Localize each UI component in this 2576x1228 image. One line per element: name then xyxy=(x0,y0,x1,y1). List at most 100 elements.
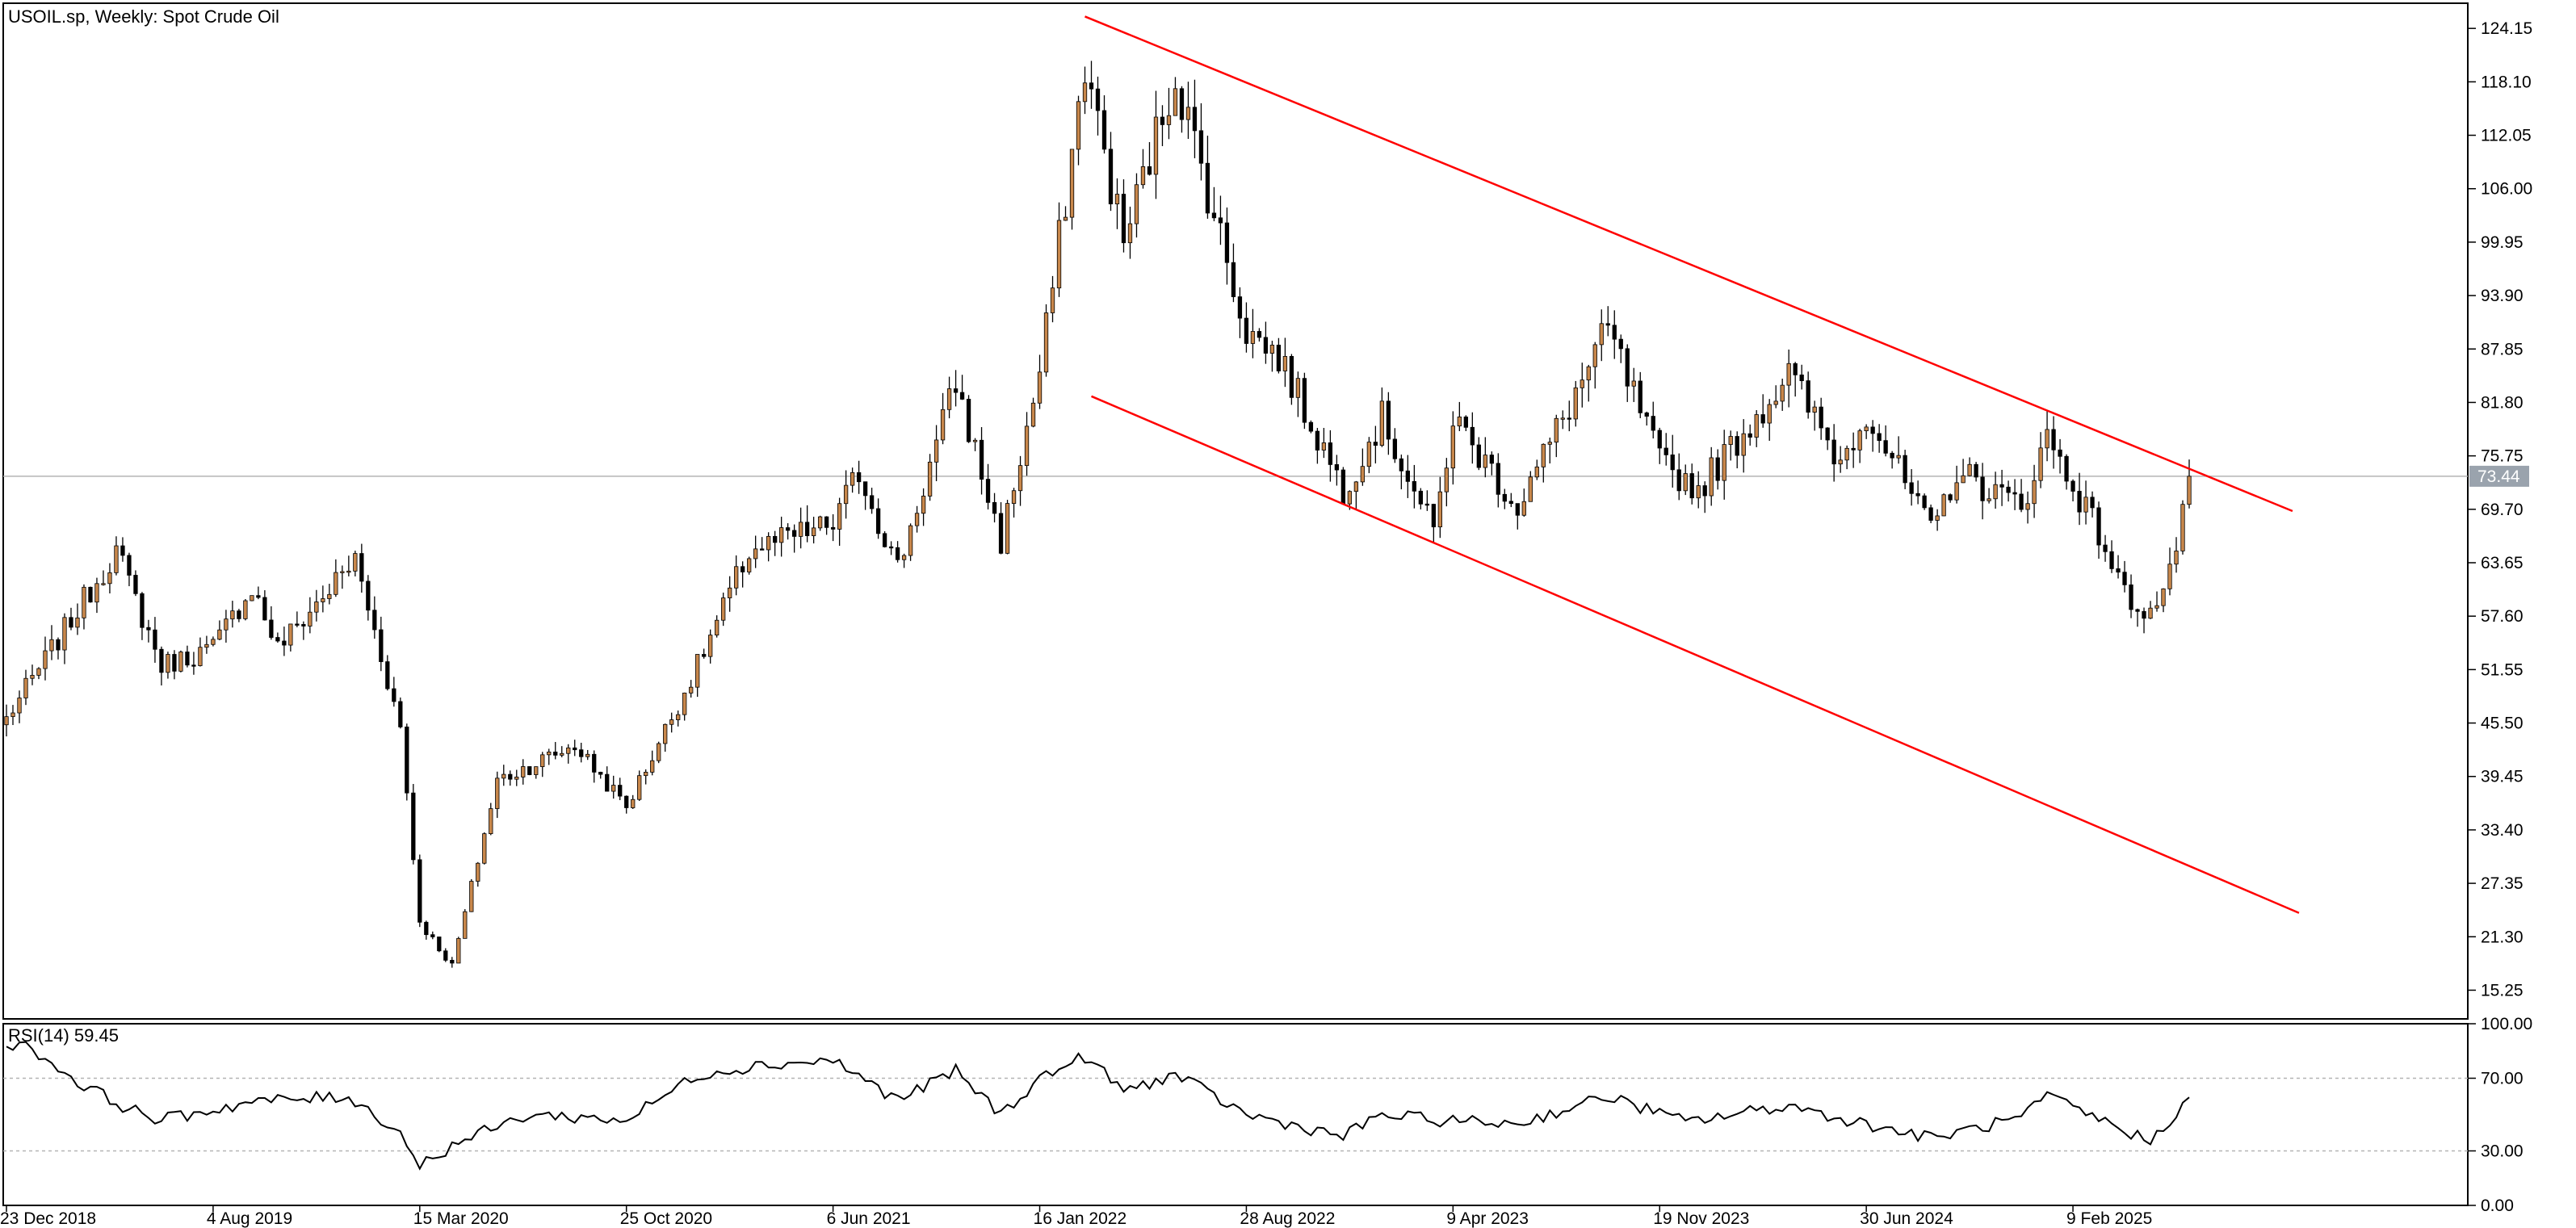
candle-bullish xyxy=(178,652,183,672)
candle-bearish xyxy=(1334,464,1340,471)
lower-channel-line xyxy=(1091,395,2300,914)
chart-title: USOIL.sp, Weekly: Spot Crude Oil xyxy=(8,6,279,27)
candle-bullish xyxy=(708,635,713,657)
candle-bearish xyxy=(1974,463,1978,478)
candle-bullish xyxy=(1069,149,1075,218)
candle-bearish xyxy=(1160,116,1165,125)
candle-bearish xyxy=(824,516,829,528)
candle-bullish xyxy=(1838,459,1843,465)
candle-bullish xyxy=(631,798,636,808)
candle-bullish xyxy=(1483,455,1487,468)
candle-bearish xyxy=(411,792,416,861)
channel-trendlines xyxy=(1085,15,2300,914)
candle-bearish xyxy=(133,575,138,594)
candle-bearish xyxy=(256,595,261,598)
rsi-tick-label: 30.00 xyxy=(2481,1142,2524,1161)
candle-bullish xyxy=(1347,491,1353,505)
price-tick-label: 99.95 xyxy=(2481,233,2524,252)
candle-bearish xyxy=(830,526,836,530)
candle-bullish xyxy=(62,617,67,651)
candle-bullish xyxy=(1050,287,1055,313)
candle-bullish xyxy=(30,675,35,679)
price-tick-label: 57.60 xyxy=(2481,607,2524,626)
rsi-line xyxy=(6,1041,2190,1171)
price-tick-label: 124.15 xyxy=(2481,19,2532,38)
candle-bearish xyxy=(2012,492,2017,495)
upper-channel-line xyxy=(1085,15,2293,513)
price-tick-label: 27.35 xyxy=(2481,874,2524,893)
candle-bullish xyxy=(1437,491,1442,528)
candle-bearish xyxy=(1399,458,1404,472)
candle-bullish xyxy=(521,766,526,777)
candle-bullish xyxy=(230,610,235,620)
candle-bearish xyxy=(153,629,157,650)
candle-bullish xyxy=(476,862,480,882)
candle-bearish xyxy=(1831,439,1836,465)
candle-bearish xyxy=(1702,485,1707,497)
candle-bearish xyxy=(1237,296,1243,319)
candle-bearish xyxy=(1463,417,1468,428)
candle-bearish xyxy=(624,795,629,808)
candle-bullish xyxy=(721,597,726,621)
candle-bearish xyxy=(1567,417,1571,420)
candle-bearish xyxy=(1412,480,1417,492)
candle-bearish xyxy=(1121,194,1126,244)
price-tick-label: 75.75 xyxy=(2481,447,2524,466)
candle-bearish xyxy=(2070,480,2075,492)
candle-bullish xyxy=(682,692,687,715)
candle-bullish xyxy=(1541,443,1546,467)
candle-bearish xyxy=(1257,331,1262,338)
candle-bearish xyxy=(508,773,513,780)
rsi-axis: 100.00 70.00 30.00 0.00 xyxy=(2468,1015,2532,1215)
candle-bullish xyxy=(101,583,106,585)
candle-bullish xyxy=(2032,480,2037,505)
candle-bearish xyxy=(1735,436,1739,456)
candle-bearish xyxy=(1825,427,1830,441)
candle-bearish xyxy=(159,648,164,673)
candle-bearish xyxy=(2090,497,2095,509)
candle-bullish xyxy=(327,593,332,599)
candle-bearish xyxy=(2077,491,2082,513)
candle-bearish xyxy=(1928,507,1933,521)
candle-bearish xyxy=(2051,429,2056,451)
candle-bullish xyxy=(2161,588,2166,606)
candle-bearish xyxy=(1948,494,1953,501)
candle-bullish xyxy=(224,618,229,631)
candle-bullish xyxy=(1063,216,1068,221)
candle-bullish xyxy=(1786,363,1791,386)
price-axis: 124.15 118.10 112.05 106.00 99.95 93.90 87.85 8… xyxy=(2468,19,2532,1000)
candle-bullish xyxy=(644,772,648,777)
candle-bullish xyxy=(1560,417,1565,420)
candle-bearish xyxy=(1999,484,2004,488)
candle-bearish xyxy=(966,399,971,442)
candle-bearish xyxy=(1915,492,1920,497)
candle-bearish xyxy=(1625,348,1630,387)
gridlines xyxy=(3,476,2468,1152)
candle-bullish xyxy=(1005,503,1010,554)
rsi-tick-label: 70.00 xyxy=(2481,1070,2524,1088)
candle-bullish xyxy=(514,777,519,780)
candle-bearish xyxy=(1108,149,1114,205)
candle-bearish xyxy=(992,501,997,514)
time-tick-label: 16 Jan 2022 xyxy=(1034,1209,1127,1228)
candle-bearish xyxy=(2135,609,2140,612)
candle-bullish xyxy=(1993,484,1998,500)
candle-bullish xyxy=(663,723,668,744)
candle-bearish xyxy=(1101,110,1107,150)
candle-bearish xyxy=(146,627,151,631)
candle-bearish xyxy=(366,580,371,611)
candle-bullish xyxy=(1728,436,1733,445)
price-tick-label: 87.85 xyxy=(2481,340,2524,358)
rsi-label: RSI(14) 59.45 xyxy=(8,1025,119,1046)
candle-bearish xyxy=(1218,217,1223,224)
candle-bullish xyxy=(353,553,358,572)
time-tick-label: 19 Nov 2023 xyxy=(1653,1209,1749,1228)
candle-bullish xyxy=(1754,414,1759,438)
candle-bullish xyxy=(114,545,119,573)
candle-bullish xyxy=(1017,465,1023,492)
candle-bullish xyxy=(843,484,849,505)
candle-bullish xyxy=(1295,378,1301,398)
candle-bearish xyxy=(998,513,1004,554)
